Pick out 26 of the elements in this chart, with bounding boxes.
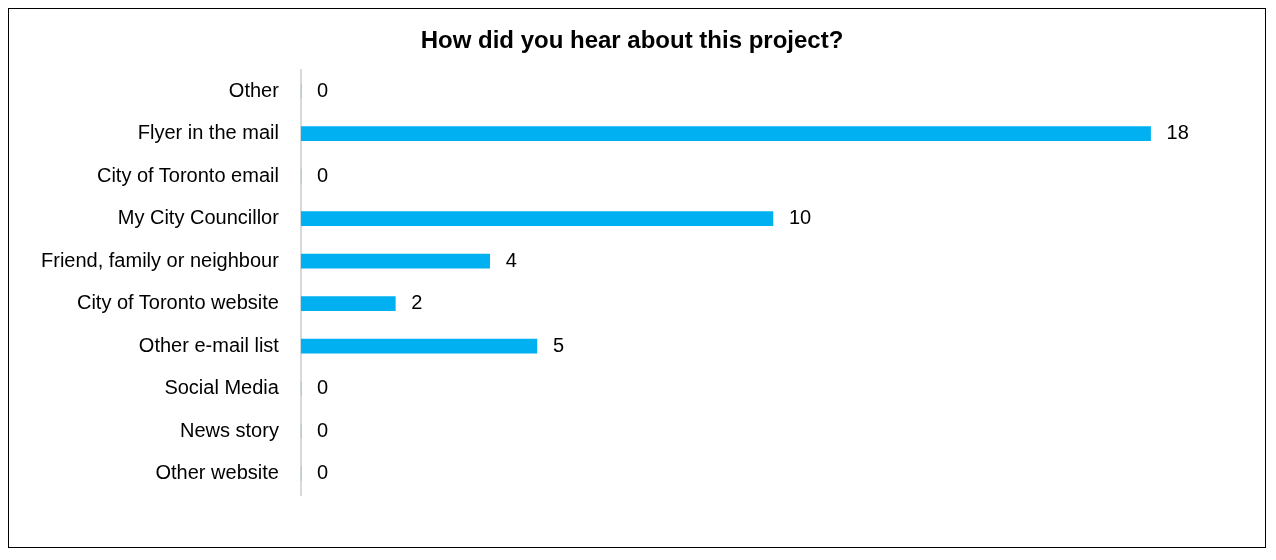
data-label: 2 <box>411 291 423 314</box>
bar <box>300 253 491 269</box>
y-tick-label: Other website <box>155 461 279 484</box>
bar <box>300 126 1151 141</box>
data-label: 10 <box>788 206 812 229</box>
y-tick-label: City of Toronto website <box>76 291 279 314</box>
data-label: 0 <box>316 163 329 186</box>
y-tick-label: City of Toronto email <box>96 163 279 186</box>
y-tick-label: Social Media <box>164 376 280 399</box>
y-tick-label: Other <box>228 78 280 101</box>
y-tick-label: Other e-mail list <box>138 333 280 356</box>
data-label: 0 <box>316 78 329 101</box>
data-label: 0 <box>316 376 329 399</box>
y-tick-label: Friend, family or neighbour <box>41 248 280 271</box>
chart-title: How did you hear about this project? <box>420 26 844 54</box>
y-tick-label: News story <box>179 418 279 441</box>
data-label: 5 <box>552 333 565 356</box>
bar <box>300 296 396 311</box>
data-label: 4 <box>505 248 517 271</box>
y-tick-label: Flyer in the mail <box>137 121 279 144</box>
y-tick-label: My City Councillor <box>117 206 280 229</box>
data-label: 0 <box>316 461 329 484</box>
data-label: 0 <box>316 418 329 441</box>
bar <box>300 338 538 354</box>
data-label: 18 <box>1166 121 1189 144</box>
bar <box>300 211 774 226</box>
